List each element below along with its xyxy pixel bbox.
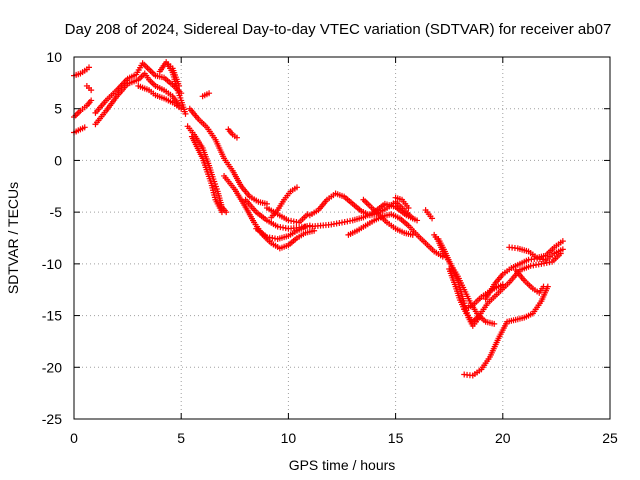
data-point-marker <box>182 110 189 117</box>
data-series <box>186 105 270 207</box>
data-series <box>360 196 416 238</box>
plot-frame <box>73 56 611 420</box>
y-tick-label: -15 <box>42 308 62 324</box>
y-tick-label: 5 <box>54 101 62 117</box>
data-point-marker <box>293 184 300 191</box>
data-series <box>268 184 300 221</box>
y-tick-label: 10 <box>46 49 62 65</box>
data-point-marker <box>206 90 213 97</box>
y-tick-label: -5 <box>50 204 63 220</box>
data-point-marker <box>429 215 436 222</box>
data-series <box>263 205 311 226</box>
data-series <box>92 60 185 116</box>
data-series <box>512 267 547 296</box>
y-tick-label: 0 <box>54 152 62 168</box>
data-point-marker <box>311 227 318 234</box>
data-series <box>461 283 551 379</box>
x-tick-label: 0 <box>70 430 78 446</box>
chart-title: Day 208 of 2024, Sidereal Day-to-day VTE… <box>65 21 612 38</box>
data-series <box>225 126 240 141</box>
x-axis-ticks: 0 5 10 15 20 25 <box>70 57 618 446</box>
data-series <box>392 194 412 212</box>
data-point-marker <box>176 82 183 89</box>
data-series <box>199 90 213 100</box>
x-tick-label: 5 <box>177 430 185 446</box>
data-series <box>446 250 564 325</box>
data-point-marker <box>88 97 95 104</box>
data-point-marker <box>233 134 240 141</box>
data-point-marker <box>491 320 498 327</box>
data-series <box>242 196 313 232</box>
data-point-marker <box>88 87 95 94</box>
data-point-marker <box>559 246 566 253</box>
data-point-marker <box>499 281 506 288</box>
x-tick-label: 10 <box>281 430 297 446</box>
data-series <box>435 236 483 329</box>
data-point-marker <box>544 283 551 290</box>
data-point-marker <box>559 238 566 245</box>
data-series <box>306 190 416 222</box>
data-series <box>506 238 566 261</box>
data-point-marker <box>218 209 225 216</box>
x-axis-label: GPS time / hours <box>289 457 396 473</box>
data-point-marker <box>405 205 412 212</box>
data-point-marker <box>86 64 93 71</box>
data-series <box>135 82 185 112</box>
data-markers <box>71 59 566 379</box>
data-point-marker <box>409 231 416 238</box>
x-tick-label: 20 <box>495 430 511 446</box>
y-axis-ticks: 10 5 0 -5 -10 -15 -20 -25 <box>42 49 610 427</box>
data-series <box>83 82 95 94</box>
data-series <box>92 70 183 128</box>
x-tick-label: 25 <box>602 430 618 446</box>
data-series <box>188 133 225 216</box>
x-tick-label: 15 <box>388 430 404 446</box>
data-point-marker <box>414 217 421 224</box>
y-tick-label: -10 <box>42 256 62 272</box>
data-point-marker <box>81 124 88 131</box>
data-series <box>165 61 183 89</box>
y-axis-label: SDTVAR / TECUs <box>5 182 21 294</box>
y-tick-label: -25 <box>42 411 62 427</box>
grid-lines <box>74 57 610 419</box>
y-tick-label: -20 <box>42 359 62 375</box>
data-series <box>422 207 436 222</box>
